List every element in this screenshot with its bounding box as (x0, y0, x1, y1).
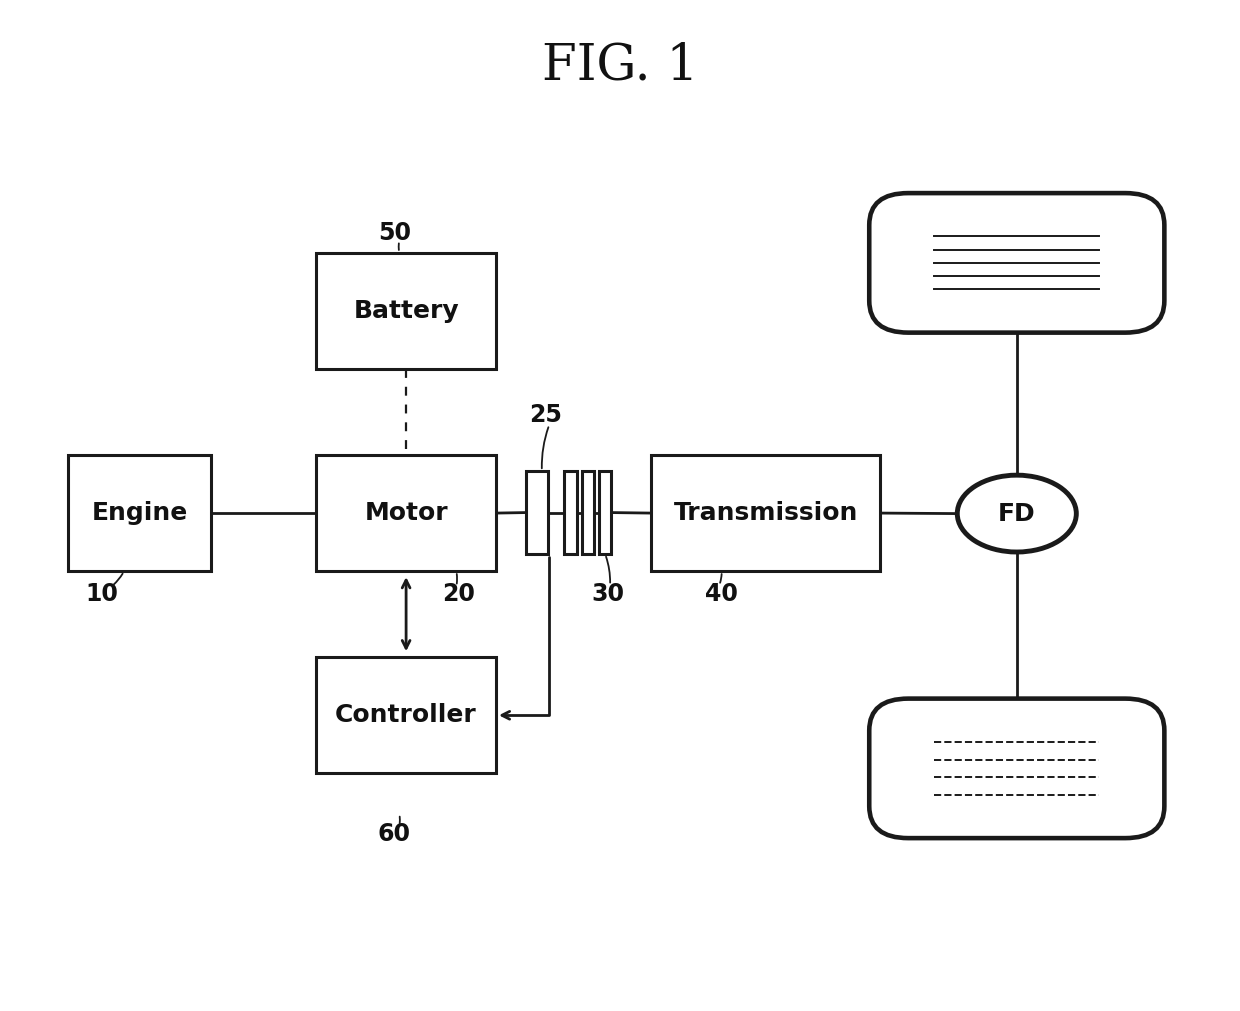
Text: Transmission: Transmission (673, 501, 858, 525)
Bar (599, 471, 611, 554)
Text: Engine: Engine (92, 501, 187, 525)
Bar (68, 455, 211, 571)
Text: Controller: Controller (335, 704, 477, 727)
FancyBboxPatch shape (869, 699, 1164, 838)
Bar (316, 253, 496, 369)
Text: FD: FD (998, 501, 1035, 526)
Text: Motor: Motor (365, 501, 448, 525)
Text: Battery: Battery (353, 299, 459, 323)
Text: 30: 30 (591, 582, 624, 607)
Bar (316, 455, 496, 571)
Ellipse shape (957, 475, 1076, 552)
Text: 10: 10 (86, 582, 118, 607)
Bar (582, 471, 594, 554)
Text: 25: 25 (529, 402, 562, 427)
Bar (564, 471, 577, 554)
FancyBboxPatch shape (869, 193, 1164, 333)
Text: 40: 40 (706, 582, 738, 607)
Text: 60: 60 (378, 822, 410, 846)
Text: FIG. 1: FIG. 1 (542, 41, 698, 90)
Text: 50: 50 (378, 220, 410, 245)
Bar (526, 471, 548, 554)
Bar (651, 455, 880, 571)
Bar (316, 657, 496, 773)
Text: 20: 20 (443, 582, 475, 607)
